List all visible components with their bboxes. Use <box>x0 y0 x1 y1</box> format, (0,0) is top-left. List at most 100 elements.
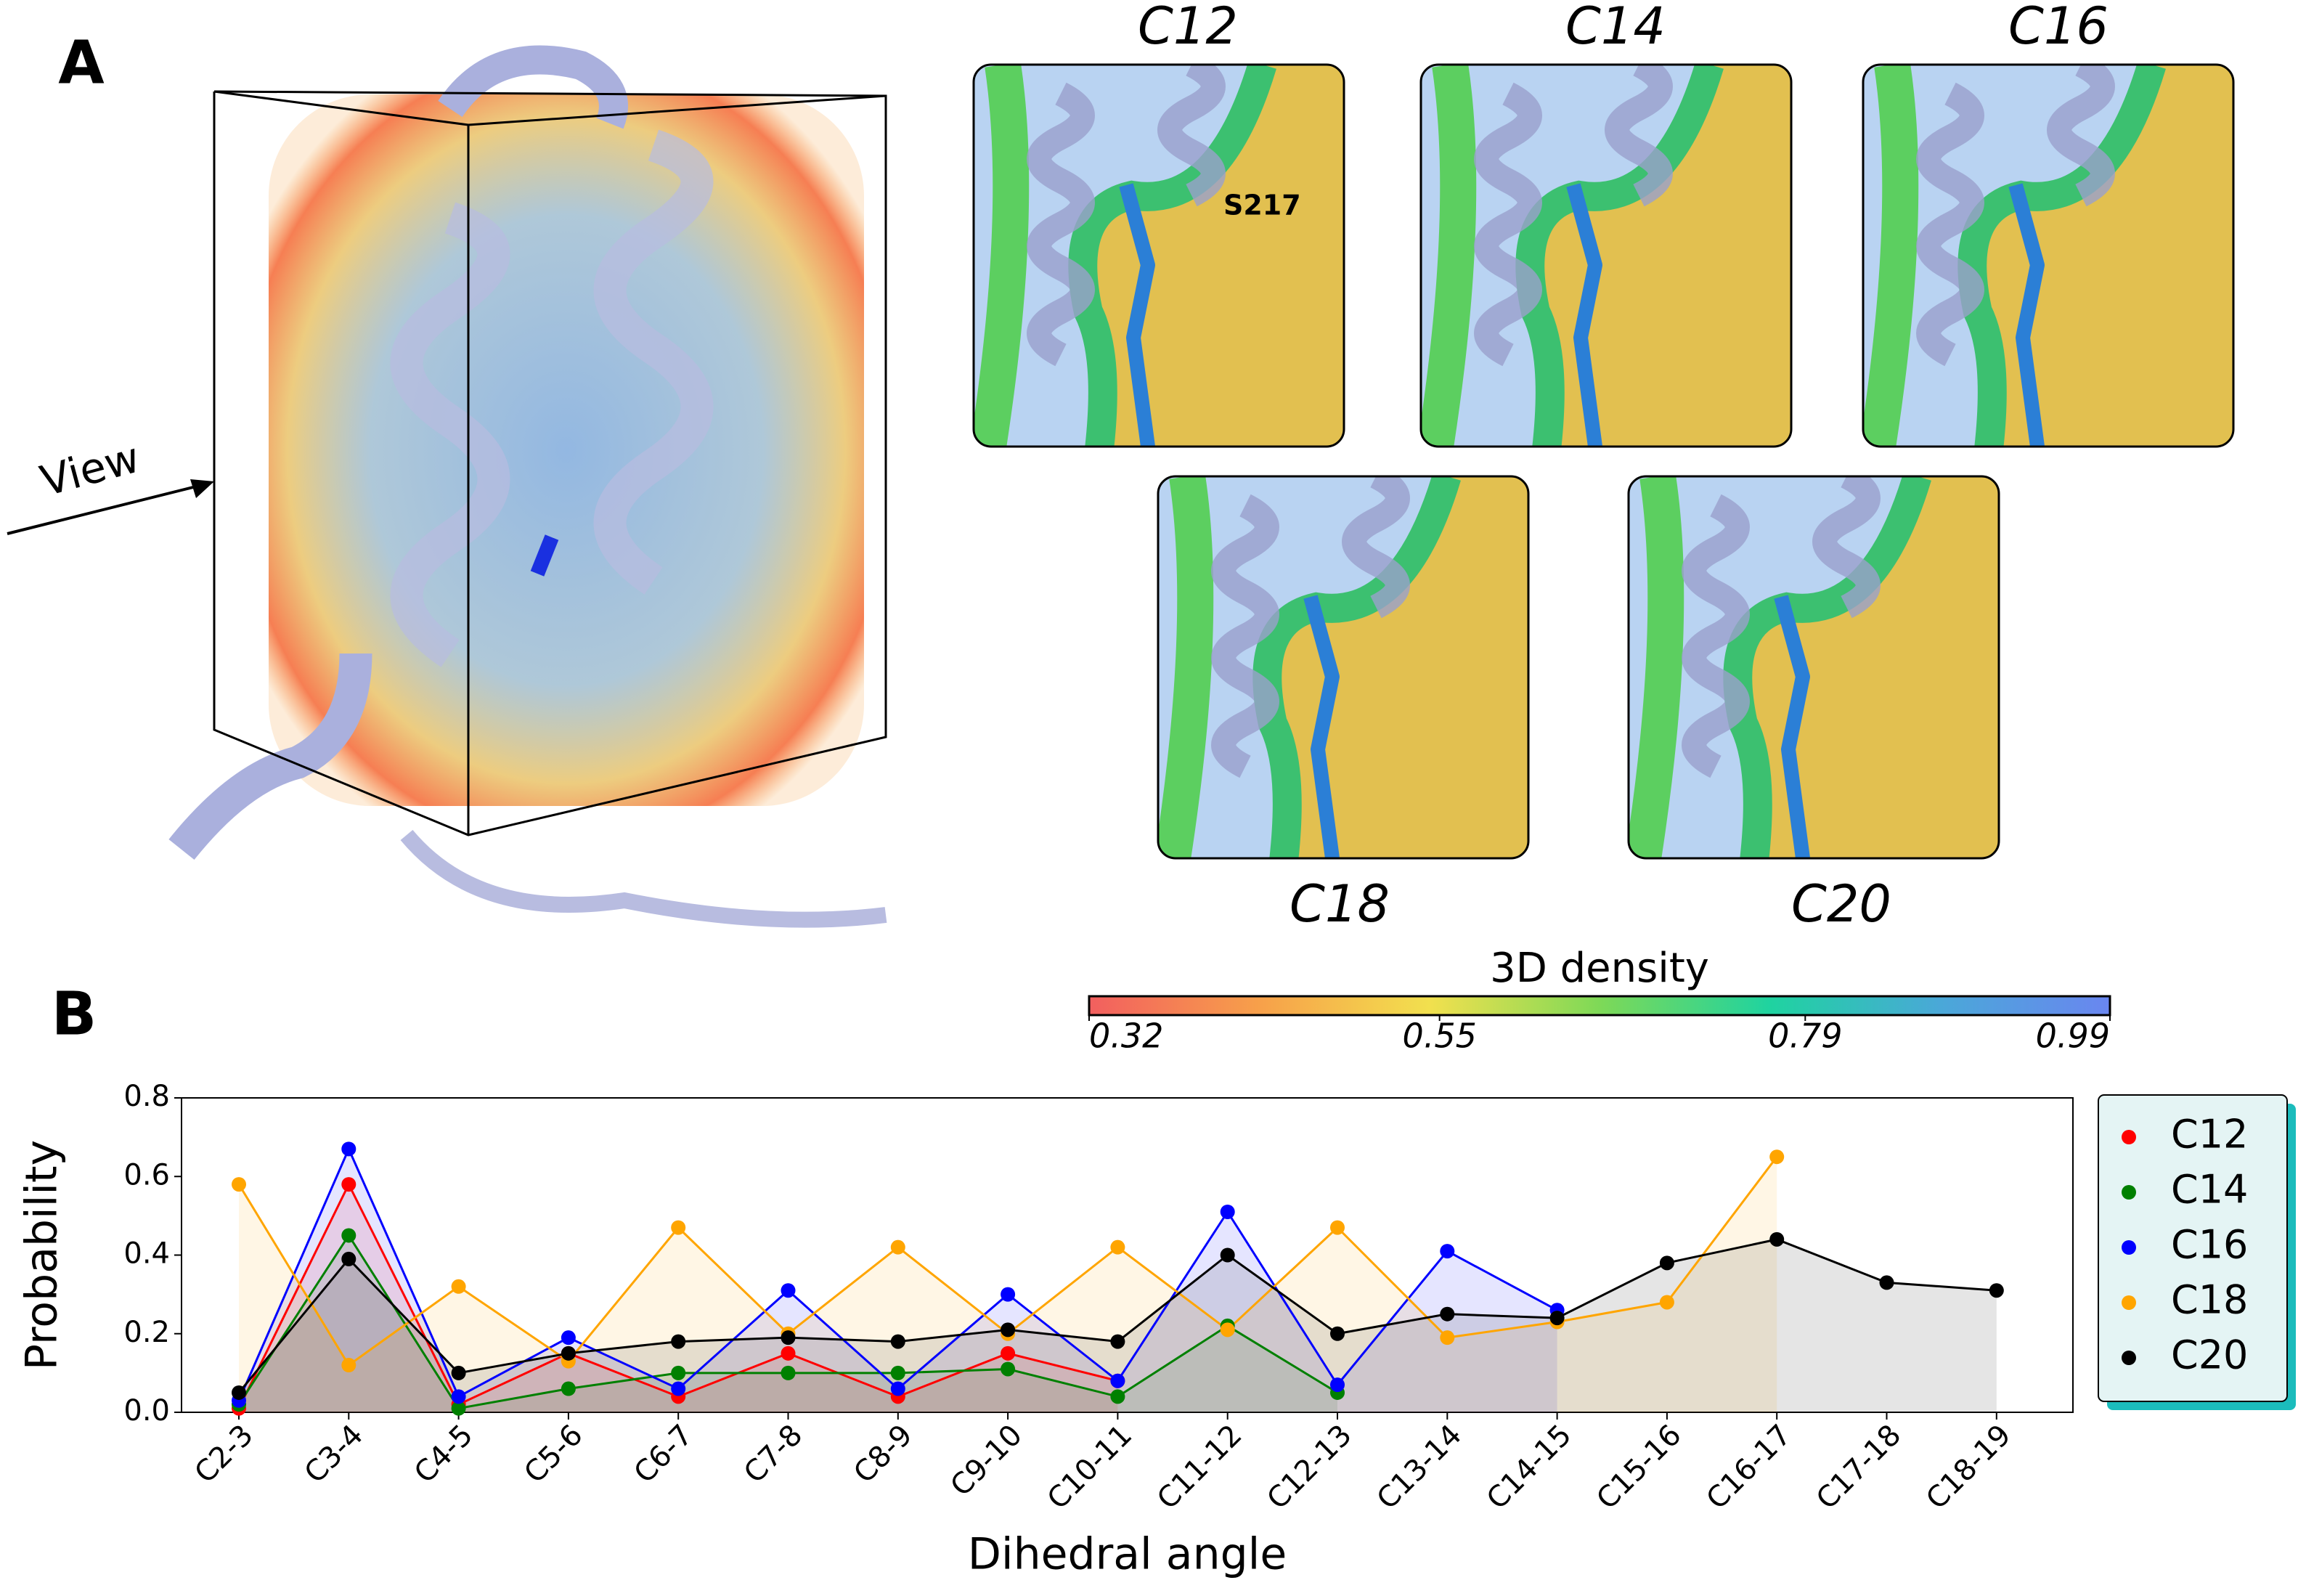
x-tick-label: C13-14 <box>1371 1418 1468 1515</box>
insets <box>972 63 2235 860</box>
inset-label: C14 <box>1565 0 1666 56</box>
point <box>1001 1287 1016 1302</box>
inset-label: C20 <box>1791 874 1891 934</box>
legend <box>2098 1094 2288 1402</box>
inset-label: C16 <box>2008 0 2109 56</box>
helix <box>1474 82 1542 367</box>
legend-label: C20 <box>2171 1332 2248 1378</box>
point <box>1220 1322 1235 1338</box>
legend-marker <box>2122 1351 2136 1365</box>
legend-marker <box>2122 1240 2136 1255</box>
colorbar-tick-label: 0.55 <box>1402 1017 1476 1056</box>
annotation: S217 <box>1223 190 1301 221</box>
point <box>341 1177 357 1192</box>
lipid <box>1303 595 1340 858</box>
density-band <box>1229 476 1528 858</box>
inset <box>1863 65 2233 447</box>
x-tick-label: C2-3 <box>188 1418 259 1489</box>
legend-label: C14 <box>2171 1167 2248 1213</box>
point <box>1110 1389 1125 1404</box>
y-tick-label: 0.6 <box>123 1158 170 1192</box>
helix <box>1027 82 1095 367</box>
point <box>451 1389 466 1404</box>
point <box>1001 1361 1016 1377</box>
legend-label: C12 <box>2171 1112 2248 1157</box>
point <box>1330 1377 1345 1393</box>
density-band <box>1699 476 1999 858</box>
point <box>890 1239 905 1255</box>
point <box>1440 1244 1455 1259</box>
helix <box>1812 476 1881 619</box>
x-tick-label: C8-9 <box>847 1418 918 1489</box>
point <box>451 1279 466 1294</box>
point <box>1440 1306 1455 1322</box>
point <box>1110 1334 1125 1349</box>
inset-label: C12 <box>1138 0 1238 56</box>
density-band <box>1934 65 2233 447</box>
point <box>671 1220 686 1235</box>
point <box>341 1141 357 1157</box>
point <box>1659 1255 1674 1271</box>
inset <box>1158 476 1528 858</box>
point <box>1330 1326 1345 1341</box>
x-tick-label: C5-6 <box>518 1418 589 1489</box>
x-tick-label: C7-8 <box>738 1418 809 1489</box>
point <box>1440 1330 1455 1345</box>
x-tick-label: C6-7 <box>628 1418 699 1489</box>
inset-border <box>1419 63 1793 448</box>
point <box>1001 1322 1016 1338</box>
helix <box>1916 82 1984 367</box>
point <box>890 1334 905 1349</box>
colorbar-title: 3D density <box>1490 945 1709 992</box>
point <box>561 1381 576 1396</box>
density-band <box>1044 65 1344 447</box>
point <box>1989 1283 2004 1298</box>
view-label: View <box>36 433 145 506</box>
point <box>1549 1311 1565 1326</box>
point <box>890 1381 905 1396</box>
point <box>1110 1373 1125 1388</box>
helix <box>1605 65 1673 207</box>
panel-label: A <box>58 28 105 97</box>
x-tick-label: C4-5 <box>408 1418 479 1489</box>
helix <box>1211 494 1279 778</box>
x-tick-label: C14-15 <box>1480 1418 1578 1515</box>
legend-label: C16 <box>2171 1222 2248 1268</box>
point <box>341 1228 357 1243</box>
point <box>1330 1220 1345 1235</box>
point <box>781 1283 796 1298</box>
density-left <box>1421 65 1477 447</box>
colorbar <box>1088 995 2111 1017</box>
x-tick-label: C15-16 <box>1590 1418 1687 1515</box>
colorbar-tick-label: 0.79 <box>1768 1017 1842 1056</box>
point <box>232 1385 246 1400</box>
legend-marker <box>2122 1185 2136 1200</box>
inset <box>1421 65 1791 447</box>
panel-label: B <box>52 980 97 1049</box>
point <box>1769 1149 1785 1165</box>
x-axis-label: Dihedral angle <box>968 1529 1287 1580</box>
helix <box>1157 65 1226 207</box>
lipid <box>2008 183 2045 447</box>
inset-border <box>1627 475 2000 860</box>
point <box>781 1345 796 1361</box>
point <box>341 1251 357 1266</box>
area <box>239 1184 1118 1412</box>
density-left <box>1629 476 1684 858</box>
point <box>781 1330 796 1345</box>
x-tick-label: C12-13 <box>1260 1418 1358 1515</box>
x-tick-label: C16-17 <box>1700 1418 1798 1515</box>
x-tick-label: C11-12 <box>1151 1418 1248 1515</box>
helix <box>2047 65 2115 207</box>
density-band <box>1491 65 1791 447</box>
x-tick-label: C3-4 <box>298 1418 370 1489</box>
point <box>671 1365 686 1380</box>
point <box>232 1177 246 1192</box>
lipid <box>1566 183 1602 447</box>
point <box>561 1330 576 1345</box>
inset <box>1629 476 1999 858</box>
inset-border <box>1157 475 1530 860</box>
point <box>1001 1345 1016 1361</box>
inset-border <box>1862 63 2235 448</box>
